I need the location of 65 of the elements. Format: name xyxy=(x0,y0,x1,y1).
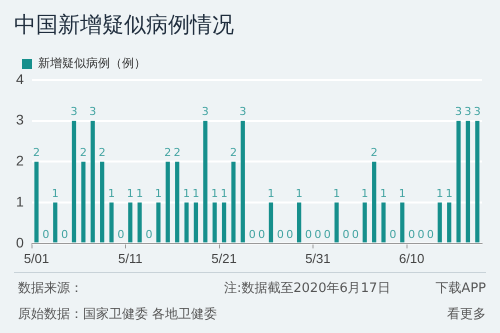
data-label: 1 xyxy=(154,186,162,200)
data-label: 1 xyxy=(267,186,274,200)
data-label: 0 xyxy=(352,228,359,241)
data-label: 0 xyxy=(304,228,312,241)
data-label: 1 xyxy=(296,186,303,200)
data-label: 0 xyxy=(248,228,256,241)
text: 注:数据截至2020年6月17日 xyxy=(224,280,390,297)
text: 原始数据：国家卫健委 各地卫健委 xyxy=(18,306,218,323)
x-tick-label: 5/31 xyxy=(305,250,331,266)
data-label: 0 xyxy=(418,228,425,241)
source-note: 数据来源： xyxy=(18,280,83,297)
x-tick-label: 5/21 xyxy=(211,250,237,266)
data-label: 1 xyxy=(361,186,368,200)
data-label: 2 xyxy=(164,146,172,160)
text: 看更多 xyxy=(447,306,486,323)
data-label: 1 xyxy=(436,186,444,200)
data-label: 1 xyxy=(108,186,116,200)
data-label: 0 xyxy=(117,228,124,241)
x-tick-label: 5/01 xyxy=(24,250,50,266)
data-label: 1 xyxy=(333,186,340,200)
chart-title: 中国新增疑似病例情况 xyxy=(14,12,234,40)
y-tick-label: 4 xyxy=(16,70,24,87)
data-label: 3 xyxy=(70,105,78,118)
x-tick-label: 5/11 xyxy=(118,250,142,266)
data-label: 2 xyxy=(32,146,40,160)
data-label: 3 xyxy=(239,105,246,118)
data-label: 2 xyxy=(80,146,87,160)
data-label: 0 xyxy=(286,228,294,241)
y-tick-label: 1 xyxy=(16,193,24,210)
data-label: 3 xyxy=(89,105,96,118)
data-label: 1 xyxy=(192,186,200,200)
data-label: 0 xyxy=(324,228,331,241)
data-label: 1 xyxy=(136,186,144,200)
data-label: 0 xyxy=(276,228,284,241)
data-label: 0 xyxy=(146,228,153,241)
y-tick-label: 0 xyxy=(16,234,24,250)
data-label: 0 xyxy=(389,228,396,241)
text: 下载APP xyxy=(435,280,486,297)
data-label: 3 xyxy=(474,105,481,118)
data-label: 1 xyxy=(52,186,59,200)
data-label: 0 xyxy=(426,228,434,241)
data-label: 0 xyxy=(314,228,322,241)
data-label: 3 xyxy=(455,105,462,118)
data-label: 2 xyxy=(174,146,181,160)
y-tick-label: 3 xyxy=(16,112,24,128)
data-label: 1 xyxy=(183,186,190,200)
data-label: 1 xyxy=(398,186,406,200)
y-tick-label: 2 xyxy=(16,152,24,169)
data-label: 1 xyxy=(126,186,134,200)
data-label: 2 xyxy=(230,146,237,160)
data-label: 0 xyxy=(61,228,68,241)
data-label: 1 xyxy=(220,186,228,200)
data-label: 3 xyxy=(464,105,472,118)
data-label: 0 xyxy=(258,228,266,241)
data-label: 1 xyxy=(211,186,218,200)
data-label: 2 xyxy=(98,146,106,160)
x-tick-label: 6/10 xyxy=(399,250,424,266)
data-label: 0 xyxy=(342,228,350,241)
data-label: 2 xyxy=(370,146,378,160)
legend-label: 新增疑似病例（例） xyxy=(38,56,146,70)
data-label: 1 xyxy=(446,186,453,200)
data-label: 1 xyxy=(380,186,388,200)
data-label: 3 xyxy=(202,105,209,118)
data-label: 0 xyxy=(42,228,50,241)
data-label: 0 xyxy=(408,228,416,241)
